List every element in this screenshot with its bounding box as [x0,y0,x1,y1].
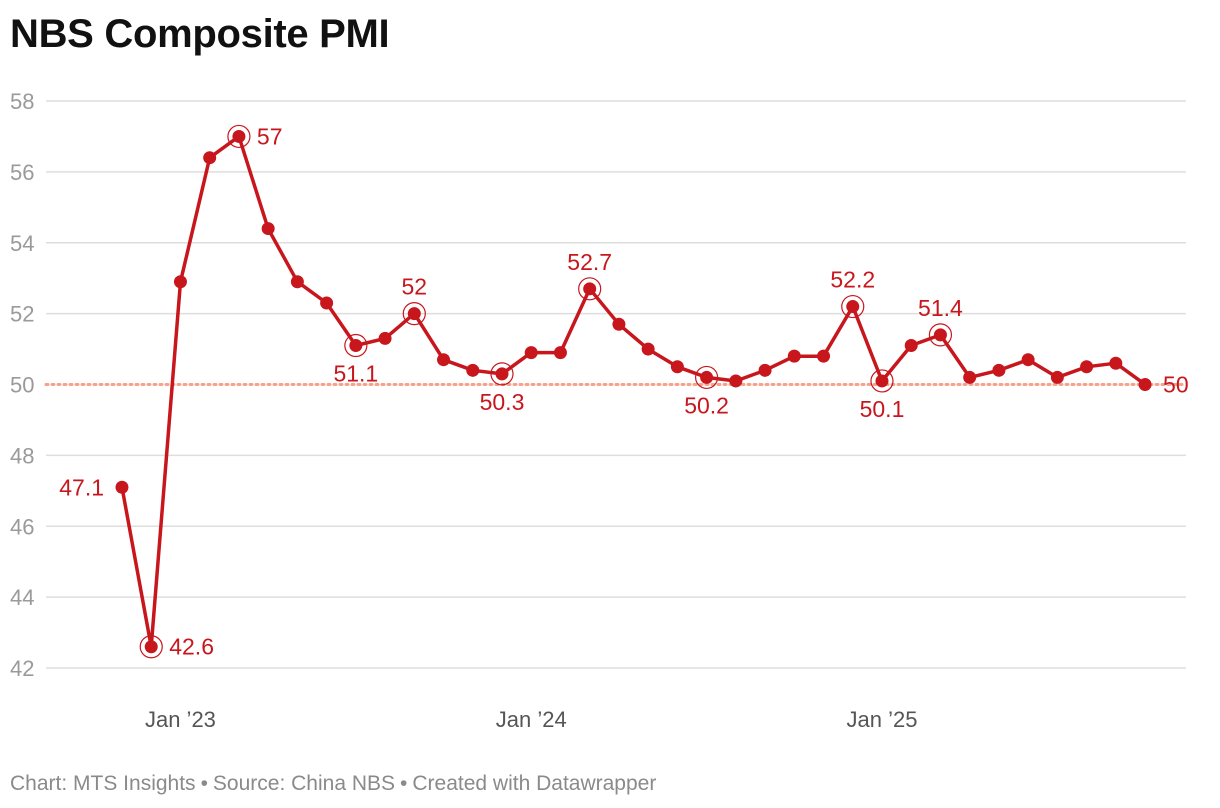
y-tick-label: 46 [10,514,34,539]
data-label: 50.3 [480,389,525,415]
data-point [758,363,772,377]
data-point [641,342,655,356]
data-point [407,307,421,321]
highlight-ring [841,294,865,319]
data-point [1080,360,1094,374]
data-point [846,300,860,314]
y-tick-label: 58 [10,89,34,114]
data-point [378,331,392,345]
chart-footer: Chart: MTS Insights • Source: China NBS • Cr… [10,772,656,796]
chart-title: NBS Composite PMI [10,12,390,56]
data-point [817,349,831,363]
data-point [729,374,743,388]
highlight-ring [139,635,163,659]
data-point [115,480,129,494]
data-label: 47.1 [59,474,104,500]
data-point [173,275,187,289]
data-point [553,346,567,360]
highlight-ring [928,323,953,347]
data-point [261,222,275,236]
footer-separator: • [200,772,208,795]
highlight-ring [694,365,719,390]
highlight-ring [578,277,602,301]
data-label: 52 [402,274,428,300]
data-point [933,328,947,342]
data-point [349,339,363,353]
data-point [320,296,334,310]
footer-separator: • [400,772,408,795]
data-point [583,282,597,296]
data-point [1109,356,1123,370]
y-tick-label: 52 [10,302,34,327]
data-label: 51.4 [918,295,963,321]
data-point [1138,378,1152,391]
footer-created-with: Created with Datawrapper [412,772,657,795]
data-label: 51.1 [333,361,378,387]
footer-chart-credit: Chart: MTS Insights [10,772,196,795]
footer-source: Source: China NBS [212,772,396,795]
x-tick-label: Jan ’23 [145,707,216,732]
data-point [144,640,158,654]
data-label: 57 [257,123,283,149]
data-point [612,317,626,331]
data-point [466,363,480,377]
data-point [495,367,509,381]
y-tick-label: 54 [10,231,34,256]
data-point [437,353,451,367]
data-point [1021,353,1035,367]
y-tick-label: 50 [10,373,34,398]
data-point [1050,370,1064,384]
data-point [290,275,304,289]
highlight-ring [402,302,426,326]
data-point [670,360,684,374]
data-point [787,349,801,363]
highlight-ring [870,369,894,393]
y-tick-label: 56 [10,160,34,185]
data-point [875,374,889,388]
data-point [203,151,217,165]
series-line [120,134,1147,649]
data-point [904,339,918,353]
highlight-ring [490,362,514,386]
data-point [963,370,977,384]
data-label: 52.7 [567,249,612,275]
data-point [700,370,714,384]
y-tick-label: 44 [10,585,34,610]
y-tick-label: 48 [10,443,34,468]
data-point [524,346,538,360]
data-label: 52.2 [830,267,875,293]
y-tick-label: 42 [10,656,34,681]
data-label: 50 [1163,372,1189,398]
x-tick-label: Jan ’25 [847,707,918,732]
data-label: 42.6 [169,634,214,660]
x-tick-label: Jan ’24 [496,707,567,732]
data-label: 50.2 [684,392,729,418]
highlight-ring [344,333,368,358]
data-point [232,129,246,143]
data-point [992,363,1006,377]
data-label: 50.1 [860,396,905,422]
highlight-ring [227,124,251,149]
